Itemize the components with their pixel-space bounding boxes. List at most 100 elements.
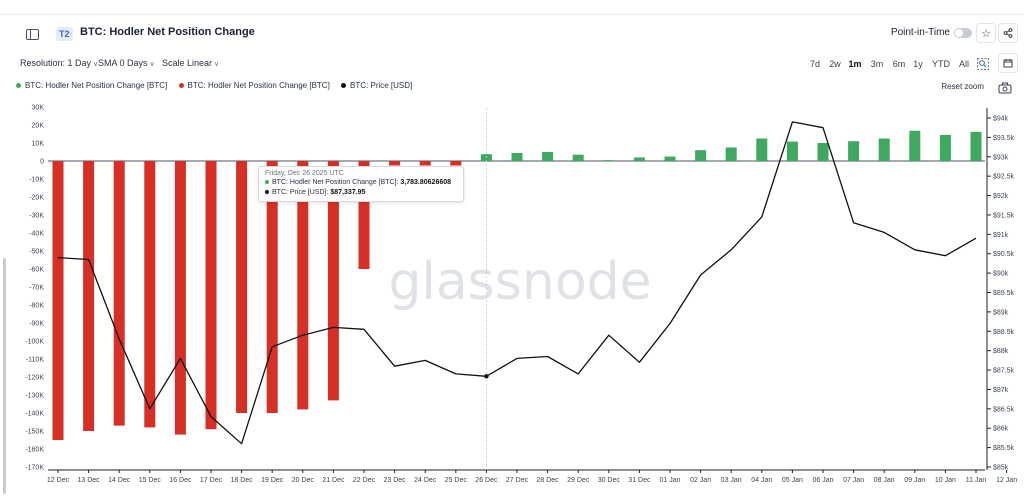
bar-negative[interactable] <box>52 161 64 440</box>
y-right-tick-label: $93.5k <box>993 135 1015 142</box>
hover-tooltip: Friday, Dec 26 2025 UTC BTC: Hodler Net … <box>258 166 464 202</box>
x-tick-label: 12 Dec <box>47 477 70 484</box>
star-button[interactable]: ☆ <box>976 23 996 43</box>
bar-positive[interactable] <box>511 152 523 161</box>
bar-positive[interactable] <box>939 134 951 161</box>
x-tick-label: 19 Dec <box>261 477 284 484</box>
bar-negative[interactable] <box>450 161 462 166</box>
bar-positive[interactable] <box>817 143 829 161</box>
bar-positive[interactable] <box>848 141 860 161</box>
legend-item-positive[interactable]: BTC: Hodler Net Position Change [BTC] <box>16 81 167 90</box>
range-ytd[interactable]: YTD <box>932 59 950 69</box>
y-left-tick-label: -110K <box>26 357 44 364</box>
range-1y[interactable]: 1y <box>913 59 923 69</box>
bar-positive[interactable] <box>909 130 921 161</box>
bar-positive[interactable] <box>664 156 676 162</box>
legend-item-price[interactable]: BTC: Price [USD] <box>341 81 412 90</box>
x-tick-label: 28 Dec <box>537 477 560 484</box>
y-left-tick-label: -70K <box>29 285 44 292</box>
tooltip-date: Friday, Dec 26 2025 UTC <box>265 170 344 177</box>
point-in-time-label: Point-in-Time <box>890 27 950 38</box>
point-in-time-toggle[interactable] <box>954 28 972 38</box>
x-tick-label: 14 Dec <box>108 477 131 484</box>
chevron-down-icon: ∨ <box>149 61 155 68</box>
bar-negative[interactable] <box>419 161 431 166</box>
bar-negative[interactable] <box>389 161 401 166</box>
y-left-tick-label: 0 <box>40 159 44 166</box>
tooltip-row-position-change: BTC: Hodler Net Position Change [BTC]: 3… <box>265 179 451 186</box>
bar-negative[interactable] <box>113 161 125 426</box>
y-right-tick-label: $88k <box>993 348 1009 355</box>
x-tick-label: 03 Jan <box>721 477 742 484</box>
bar-negative[interactable] <box>358 161 370 269</box>
chart-toolbar: Resolution: 1 Day ∨ SMA 0 Days ∨ Scale Lin… <box>0 53 1024 74</box>
scale-dropdown[interactable]: Scale Linear ∨ <box>162 58 220 68</box>
range-1m[interactable]: 1m <box>848 59 862 69</box>
bar-positive[interactable] <box>878 138 890 162</box>
y-left-tick-label: 20K <box>32 123 45 130</box>
bar-positive[interactable] <box>572 154 584 161</box>
camera-icon[interactable] <box>998 82 1012 94</box>
price-line[interactable] <box>57 121 977 445</box>
y-left-tick-label: -30K <box>29 213 44 220</box>
share-button[interactable] <box>998 23 1018 43</box>
x-tick-label: 07 Jan <box>843 477 864 484</box>
bar-negative[interactable] <box>144 161 156 428</box>
y-right-tick-label: $91k <box>993 232 1009 239</box>
sma-dropdown[interactable]: SMA 0 Days ∨ <box>98 58 155 68</box>
y-right-tick-label: $92.5k <box>993 174 1015 181</box>
bar-positive[interactable] <box>756 138 768 162</box>
y-right-tick-label: $92k <box>993 193 1009 200</box>
chevron-down-icon: ∨ <box>214 61 220 68</box>
y-left-tick-label: -100K <box>25 339 44 346</box>
range-3m[interactable]: 3m <box>870 59 884 69</box>
bar-positive[interactable] <box>542 152 554 161</box>
range-6m[interactable]: 6m <box>892 59 906 69</box>
calendar-button[interactable] <box>998 53 1018 73</box>
legend-item-negative[interactable]: BTC: Hodler Net Position Change [BTC] <box>178 81 330 90</box>
bar-negative[interactable] <box>205 161 217 430</box>
sidebar-toggle-button[interactable] <box>22 24 42 44</box>
y-right-tick-label: $94k <box>993 116 1009 123</box>
bar-positive[interactable] <box>603 160 615 162</box>
x-tick-label: 12 Jan <box>996 477 1017 484</box>
reset-zoom-button[interactable]: Reset zoom <box>941 82 984 91</box>
bar-positive[interactable] <box>970 131 982 161</box>
range-7d[interactable]: 7d <box>809 59 820 69</box>
bar-negative[interactable] <box>297 161 309 410</box>
y-right-tick-label: $87k <box>993 387 1009 394</box>
zoom-select-icon[interactable] <box>976 57 990 71</box>
bar-positive[interactable] <box>725 147 737 162</box>
x-tick-label: 15 Dec <box>139 477 162 484</box>
scrollbar-thumb[interactable] <box>3 258 6 494</box>
bar-positive[interactable] <box>786 141 798 161</box>
range-all[interactable]: All <box>958 59 969 69</box>
chevron-down-icon: ∨ <box>93 61 99 68</box>
x-tick-label: 05 Jan <box>782 477 803 484</box>
watermark-text: glassnode <box>388 252 651 312</box>
tooltip-row-price: BTC: Price [USD]: $87,337.95 <box>265 189 365 196</box>
x-tick-label: 30 Dec <box>598 477 621 484</box>
bar-positive[interactable] <box>633 157 645 161</box>
bar-negative[interactable] <box>327 161 339 401</box>
x-tick-label: 16 Dec <box>169 477 192 484</box>
y-left-tick-label: -40K <box>29 231 44 238</box>
x-tick-label: 21 Dec <box>322 477 345 484</box>
range-2w[interactable]: 2w <box>829 59 841 69</box>
bar-positive[interactable] <box>695 150 707 161</box>
resolution-dropdown[interactable]: Resolution: 1 Day ∨ <box>20 58 99 68</box>
y-left-tick-label: -130K <box>25 393 44 400</box>
x-tick-label: 18 Dec <box>231 477 254 484</box>
bar-negative[interactable] <box>236 161 248 413</box>
y-right-tick-label: $86.5k <box>993 406 1015 413</box>
y-right-tick-label: $90k <box>993 271 1009 278</box>
chart-legend: BTC: Hodler Net Position Change [BTC] BT… <box>16 81 421 93</box>
bar-negative[interactable] <box>266 161 278 413</box>
x-tick-label: 17 Dec <box>200 477 223 484</box>
x-tick-label: 10 Jan <box>935 477 956 484</box>
y-right-tick-label: $87.5k <box>993 368 1015 375</box>
bar-negative[interactable] <box>83 161 95 431</box>
bar-negative[interactable] <box>174 161 186 435</box>
y-left-tick-label: -90K <box>29 321 44 328</box>
